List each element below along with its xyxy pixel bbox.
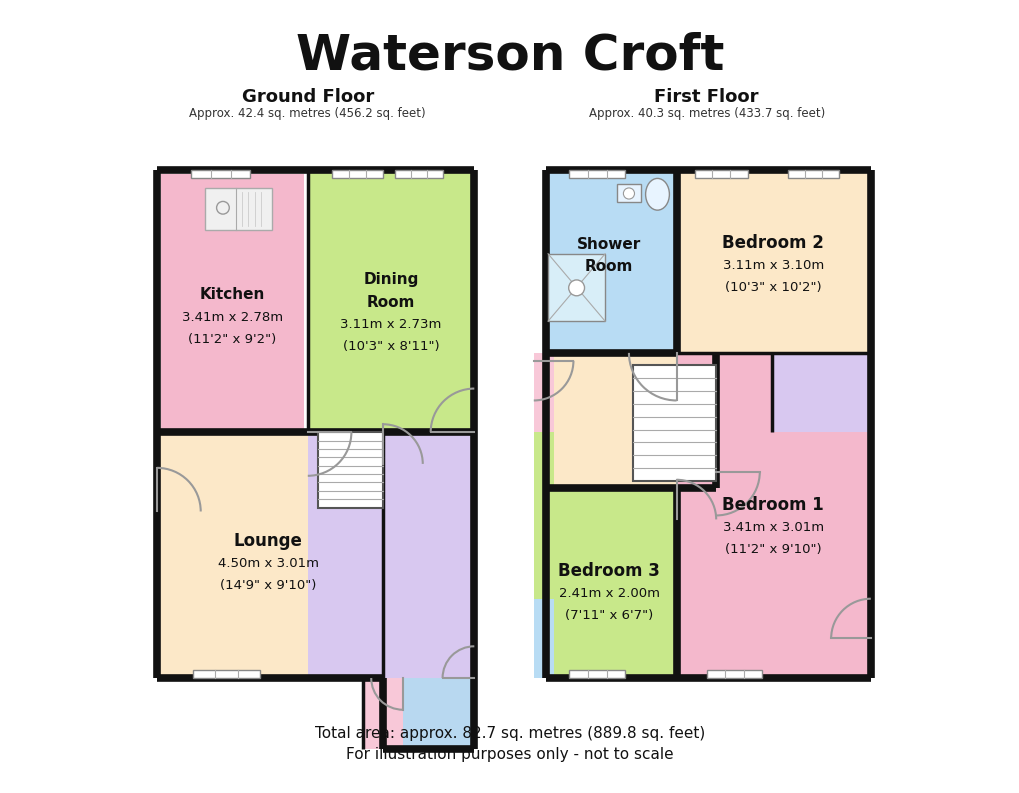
Bar: [545, 170, 676, 353]
Text: Total area: approx. 82.7 sq. metres (889.8 sq. feet): Total area: approx. 82.7 sq. metres (889…: [315, 726, 704, 741]
Text: Approx. 42.4 sq. metres (456.2 sq. feet): Approx. 42.4 sq. metres (456.2 sq. feet): [190, 107, 426, 120]
Bar: [157, 170, 308, 432]
Bar: [545, 353, 715, 488]
Ellipse shape: [645, 178, 668, 210]
Text: Ground Floor: Ground Floor: [242, 88, 374, 105]
Bar: [771, 353, 870, 432]
Bar: [193, 670, 260, 678]
Text: Dining: Dining: [363, 273, 419, 287]
Text: Shower: Shower: [577, 237, 641, 251]
Text: (7'11" x 6'7"): (7'11" x 6'7"): [565, 609, 652, 622]
Text: First Floor: First Floor: [654, 88, 758, 105]
Bar: [633, 365, 715, 481]
Bar: [332, 170, 383, 178]
Text: Bedroom 1: Bedroom 1: [721, 496, 823, 514]
Text: (11'2" x 9'10"): (11'2" x 9'10"): [725, 543, 820, 556]
Text: (14'9" x 9'10"): (14'9" x 9'10"): [220, 579, 316, 592]
Bar: [569, 670, 625, 678]
Text: Kitchen: Kitchen: [200, 288, 265, 302]
Bar: [676, 170, 870, 353]
Circle shape: [569, 280, 584, 296]
Bar: [545, 488, 676, 678]
Bar: [616, 184, 640, 202]
Text: Approx. 40.3 sq. metres (433.7 sq. feet): Approx. 40.3 sq. metres (433.7 sq. feet): [588, 107, 824, 120]
Text: (10'3" x 8'11"): (10'3" x 8'11"): [342, 340, 439, 353]
Bar: [308, 170, 474, 432]
Text: 3.41m x 2.78m: 3.41m x 2.78m: [181, 311, 282, 324]
Text: (10'3" x 10'2"): (10'3" x 10'2"): [725, 282, 820, 294]
Bar: [694, 170, 747, 178]
Text: 3.41m x 3.01m: 3.41m x 3.01m: [722, 521, 823, 534]
Bar: [318, 432, 383, 508]
Bar: [787, 170, 839, 178]
Text: Bedroom 3: Bedroom 3: [557, 562, 659, 580]
Bar: [157, 432, 383, 678]
Bar: [569, 170, 625, 178]
Text: 3.11m x 2.73m: 3.11m x 2.73m: [340, 318, 441, 331]
Text: 3.11m x 3.10m: 3.11m x 3.10m: [721, 259, 823, 272]
Bar: [676, 353, 870, 678]
Bar: [706, 670, 761, 678]
Bar: [533, 599, 553, 678]
Text: For illustration purposes only - not to scale: For illustration purposes only - not to …: [345, 748, 674, 762]
Text: (11'2" x 9'2"): (11'2" x 9'2"): [189, 333, 276, 346]
Bar: [205, 188, 272, 230]
Text: Room: Room: [367, 295, 415, 309]
Text: Room: Room: [584, 259, 633, 274]
Text: Lounge: Lounge: [233, 532, 303, 550]
Bar: [191, 170, 250, 178]
Text: Bedroom 2: Bedroom 2: [721, 235, 823, 252]
Bar: [547, 254, 604, 321]
Text: Waterson Croft: Waterson Croft: [296, 32, 723, 79]
Bar: [394, 170, 442, 178]
Bar: [161, 174, 304, 432]
Bar: [533, 353, 553, 432]
Text: 2.41m x 2.00m: 2.41m x 2.00m: [558, 587, 659, 600]
Text: 4.50m x 3.01m: 4.50m x 3.01m: [217, 557, 318, 569]
Circle shape: [623, 188, 634, 199]
Bar: [533, 432, 553, 599]
Bar: [403, 678, 474, 749]
Bar: [308, 432, 474, 678]
Bar: [363, 678, 403, 749]
